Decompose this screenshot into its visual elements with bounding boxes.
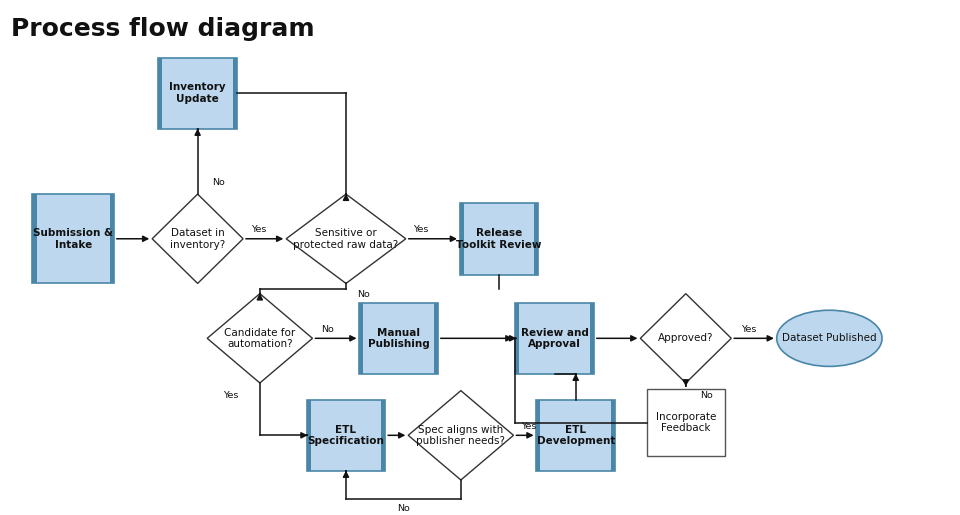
Text: Yes: Yes (224, 391, 239, 400)
FancyBboxPatch shape (233, 58, 237, 129)
FancyBboxPatch shape (359, 303, 438, 374)
Polygon shape (207, 294, 313, 383)
FancyBboxPatch shape (535, 203, 539, 274)
Text: Release
Toolkit Review: Release Toolkit Review (456, 228, 541, 250)
FancyBboxPatch shape (460, 203, 464, 274)
FancyBboxPatch shape (307, 400, 311, 471)
FancyBboxPatch shape (381, 400, 385, 471)
FancyBboxPatch shape (158, 58, 162, 129)
Text: Approved?: Approved? (658, 333, 713, 344)
FancyBboxPatch shape (537, 400, 540, 471)
Text: Review and
Approval: Review and Approval (520, 328, 588, 349)
FancyBboxPatch shape (33, 194, 36, 283)
Text: Candidate for
automation?: Candidate for automation? (225, 328, 296, 349)
Text: No: No (701, 391, 713, 400)
Text: Sensitive or
protected raw data?: Sensitive or protected raw data? (294, 228, 398, 250)
Text: Inventory
Update: Inventory Update (169, 82, 226, 104)
Text: Dataset Published: Dataset Published (782, 333, 876, 344)
FancyBboxPatch shape (460, 203, 539, 274)
Text: ETL
Development: ETL Development (537, 424, 615, 446)
FancyBboxPatch shape (516, 303, 594, 374)
Text: No: No (397, 504, 410, 513)
Text: No: No (322, 324, 334, 334)
Polygon shape (640, 294, 732, 383)
Text: ETL
Specification: ETL Specification (307, 424, 384, 446)
Text: No: No (212, 178, 225, 187)
FancyBboxPatch shape (646, 389, 725, 456)
FancyBboxPatch shape (33, 194, 114, 283)
Polygon shape (286, 194, 406, 283)
Text: Yes: Yes (521, 422, 537, 431)
Text: Yes: Yes (414, 225, 429, 234)
Text: Dataset in
inventory?: Dataset in inventory? (170, 228, 226, 250)
FancyBboxPatch shape (307, 400, 385, 471)
FancyBboxPatch shape (158, 58, 237, 129)
Polygon shape (152, 194, 243, 283)
FancyBboxPatch shape (516, 303, 519, 374)
FancyBboxPatch shape (537, 400, 615, 471)
Text: Submission &
Intake: Submission & Intake (34, 228, 113, 250)
Text: Spec aligns with
publisher needs?: Spec aligns with publisher needs? (417, 424, 505, 446)
Text: Manual
Publishing: Manual Publishing (368, 328, 429, 349)
FancyBboxPatch shape (612, 400, 615, 471)
Text: No: No (357, 290, 370, 299)
Polygon shape (408, 391, 514, 480)
FancyBboxPatch shape (359, 303, 363, 374)
FancyBboxPatch shape (590, 303, 594, 374)
Text: Yes: Yes (251, 225, 266, 234)
Text: Process flow diagram: Process flow diagram (11, 16, 315, 41)
FancyBboxPatch shape (109, 194, 114, 283)
Ellipse shape (777, 310, 882, 366)
FancyBboxPatch shape (434, 303, 438, 374)
Text: Incorporate
Feedback: Incorporate Feedback (656, 412, 716, 433)
Text: Yes: Yes (741, 324, 756, 334)
